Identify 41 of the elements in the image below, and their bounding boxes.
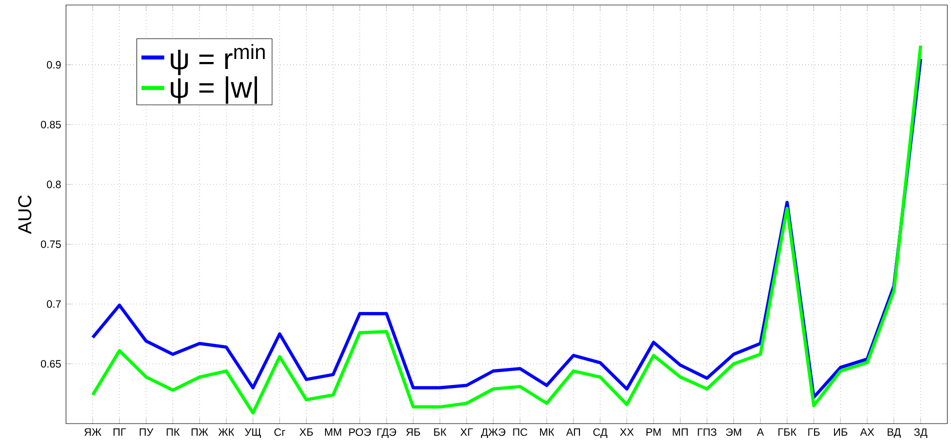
x-tick-label: ЭМ (726, 428, 742, 436)
x-tick-label: ГБ (808, 428, 820, 436)
x-tick-label: МП (672, 428, 688, 436)
x-tick-label: ЗД (914, 428, 928, 438)
x-tick-label: ММ (325, 428, 342, 436)
x-tick-label: УЩ (244, 428, 261, 438)
x-tick-label: РОЭ (349, 428, 371, 436)
x-tick-label: ЯЖ (84, 428, 102, 436)
x-tick-label: ГПЗ (698, 428, 716, 436)
y-tick-label: 0.8 (46, 180, 61, 188)
y-axis-title: AUC (18, 195, 32, 234)
legend-label: ψ = |w| (170, 76, 257, 104)
x-tick-label: А (756, 428, 764, 436)
x-tick-label: ХХ (620, 428, 634, 436)
x-tick-label: ПГ (114, 428, 126, 436)
x-tick-label: АХ (860, 428, 874, 436)
x-tick-label: СД (593, 428, 608, 438)
x-tick-label: ВД (888, 428, 901, 438)
x-tick-label: ГДЭ (377, 428, 396, 438)
y-tick-label: 0.85 (40, 120, 61, 128)
x-tick-label: МК (540, 428, 554, 436)
x-tick-label: ГБК (778, 428, 797, 436)
y-tick-label: 0.7 (46, 300, 61, 308)
y-tick-label: 0.65 (40, 360, 61, 368)
y-tick-label: 0.75 (40, 240, 61, 248)
x-tick-label: ХГ (460, 428, 473, 436)
y-tick-label: 0.9 (46, 61, 61, 69)
x-tick-label: ЖК (218, 428, 234, 436)
x-tick-label: ИБ (834, 428, 848, 436)
x-tick-label: ЯБ (406, 428, 420, 436)
x-tick-label: ПС (513, 428, 528, 436)
x-tick-label: Сг (274, 428, 286, 436)
x-tick-label: РМ (646, 428, 661, 436)
x-tick-label: БК (434, 428, 446, 436)
x-tick-label: ПК (166, 428, 180, 436)
x-tick-label: АП (566, 428, 580, 436)
x-tick-label: ПУ (140, 428, 154, 436)
legend-label: ψ = r$^{min}$ (170, 44, 265, 76)
x-tick-label: ПЖ (192, 428, 208, 436)
x-tick-label: ДЖЭ (481, 428, 506, 438)
x-tick-label: ХБ (300, 428, 313, 436)
